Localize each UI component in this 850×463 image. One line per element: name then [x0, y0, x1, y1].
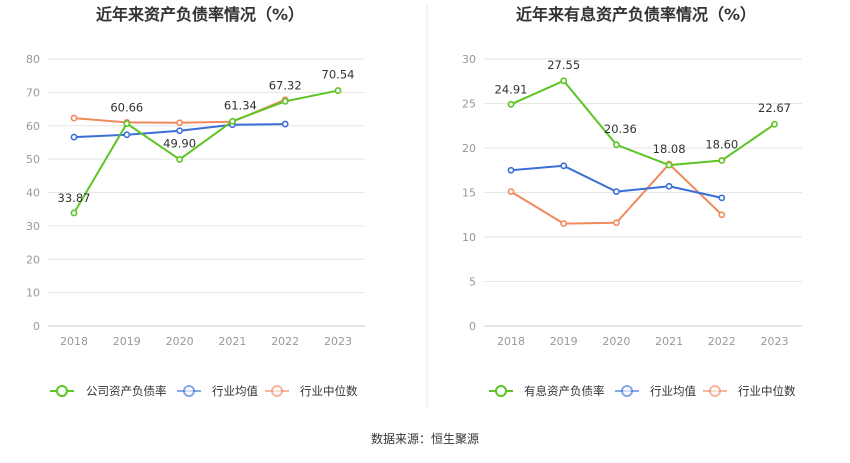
data-point [281, 120, 289, 128]
legend-item[interactable]: 有息资产负债率 [489, 384, 605, 398]
data-label: 18.08 [653, 142, 686, 156]
x-tick-label: 2020 [602, 335, 630, 348]
data-label: 22.67 [758, 101, 791, 115]
y-tick-label: 40 [26, 187, 40, 200]
x-tick-label: 2019 [113, 335, 141, 348]
data-label: 18.60 [705, 137, 738, 151]
y-tick-label: 50 [26, 153, 40, 166]
y-tick-label: 80 [26, 53, 40, 66]
data-point [560, 220, 568, 228]
data-label: 60.66 [110, 101, 143, 115]
y-tick-label: 70 [26, 86, 40, 99]
data-point [70, 133, 78, 141]
series-line [73, 89, 339, 214]
legend-label: 行业中位数 [738, 384, 796, 398]
legend-label: 行业均值 [212, 384, 258, 398]
data-point [228, 117, 236, 125]
data-point [718, 194, 726, 202]
data-point [507, 188, 515, 196]
series-line [510, 79, 776, 167]
data-point [70, 209, 78, 217]
data-point [123, 120, 131, 127]
legend-swatch-marker [56, 385, 68, 397]
chart-interest-debt-ratio: 近年来有息资产负债率情况（%） 0 5 10 15 20 25 30 2018 2019 2020 2… [462, 5, 802, 398]
legend-swatch-marker [183, 385, 195, 397]
data-point [123, 131, 131, 139]
legend-item[interactable]: 行业均值 [177, 384, 258, 398]
legend-swatch-marker [709, 385, 721, 397]
y-tick-label: 60 [26, 120, 40, 133]
data-point [613, 141, 620, 149]
legend-item[interactable]: 行业均值 [615, 384, 696, 398]
data-point [665, 161, 673, 169]
y-tick-label: 15 [462, 187, 476, 200]
legend-swatch-marker [271, 385, 283, 397]
data-point [176, 119, 183, 127]
chart-title: 近年来资产负债率情况（%） [96, 5, 304, 24]
legend-swatch-marker [495, 385, 507, 397]
data-point [281, 97, 289, 105]
data-point [613, 219, 620, 227]
data-label: 24.91 [495, 82, 528, 96]
data-point [507, 166, 515, 174]
data-label: 49.90 [163, 136, 196, 150]
x-tick-label: 2018 [60, 335, 88, 348]
x-tick-label: 2019 [550, 335, 578, 348]
data-point [665, 182, 673, 190]
data-label: 33.87 [58, 191, 91, 205]
y-tick-label: 0 [33, 320, 40, 333]
legend-item[interactable]: 公司资产负债率 [50, 384, 167, 398]
chart-debt-ratio: 近年来资产负债率情况（%） 0 10 20 30 40 50 60 70 80 2018 2019 20… [26, 5, 365, 398]
legend-item[interactable]: 行业中位数 [265, 384, 358, 398]
data-label: 27.55 [547, 58, 580, 72]
chart-title: 近年来有息资产负债率情况（%） [516, 5, 756, 24]
x-tick-label: 2023 [761, 335, 789, 348]
x-tick-label: 2022 [708, 335, 736, 348]
legend-swatch-marker [621, 385, 633, 397]
legend-label: 有息资产负债率 [524, 384, 605, 398]
data-point [70, 114, 78, 122]
y-tick-label: 10 [26, 287, 40, 300]
y-tick-label: 20 [462, 142, 476, 155]
y-tick-label: 0 [469, 320, 476, 333]
legend-label: 行业均值 [650, 384, 696, 398]
y-tick-label: 5 [469, 276, 476, 289]
legend-label: 公司资产负债率 [86, 384, 167, 398]
x-tick-label: 2022 [271, 335, 299, 348]
legend-item[interactable]: 行业中位数 [703, 384, 796, 398]
data-point [560, 77, 568, 85]
data-point [176, 156, 183, 163]
x-tick-label: 2020 [166, 335, 194, 348]
data-label: 20.36 [604, 122, 637, 136]
x-tick-label: 2021 [655, 335, 683, 348]
data-point [771, 120, 778, 128]
data-point [613, 188, 620, 196]
y-tick-label: 30 [26, 220, 40, 233]
y-tick-label: 25 [462, 98, 476, 111]
data-point [507, 100, 515, 108]
y-tick-label: 10 [462, 231, 476, 244]
data-point [176, 127, 183, 135]
data-point [718, 211, 726, 219]
data-label: 61.34 [224, 98, 257, 112]
data-point [718, 157, 726, 164]
data-label: 70.54 [322, 68, 355, 82]
x-tick-label: 2023 [324, 335, 352, 348]
source-label: 数据来源：恒生聚源 [371, 431, 479, 446]
y-tick-label: 30 [462, 53, 476, 66]
data-point [334, 87, 342, 94]
y-tick-label: 20 [26, 253, 40, 266]
data-label: 67.32 [269, 78, 302, 92]
legend-label: 行业中位数 [300, 384, 358, 398]
x-tick-label: 2021 [218, 335, 246, 348]
data-point [560, 162, 568, 170]
x-tick-label: 2018 [497, 335, 525, 348]
